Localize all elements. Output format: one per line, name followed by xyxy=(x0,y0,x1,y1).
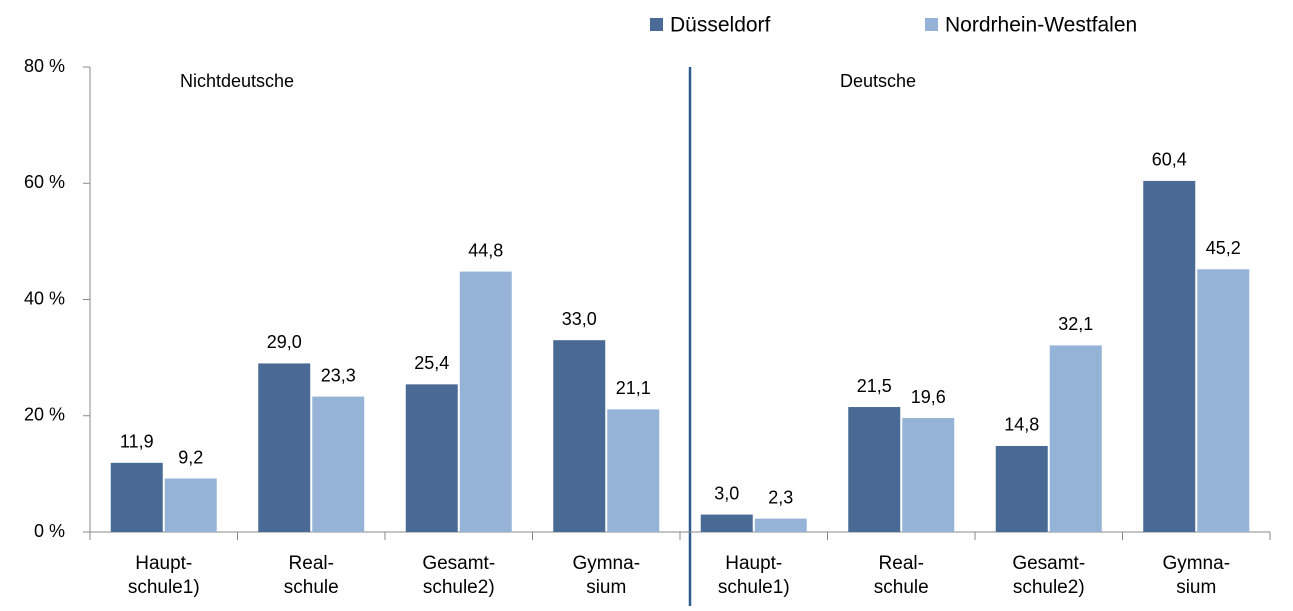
x-tick-label: Real- schule xyxy=(283,553,339,598)
x-tick-label: Gesamt- schule2) xyxy=(422,553,496,598)
legend-label: Nordrhein-Westfalen xyxy=(945,14,1137,37)
data-label: 32,1 xyxy=(1058,314,1093,334)
bar xyxy=(607,409,660,532)
y-tick-label: 40 % xyxy=(24,288,65,308)
data-label: 44,8 xyxy=(468,240,503,260)
y-tick-label: 60 % xyxy=(24,172,65,192)
x-tick-label: Real- schule xyxy=(873,553,929,598)
legend-swatch xyxy=(650,18,663,31)
legend-label: Düsseldorf xyxy=(670,14,771,37)
x-tick-label: Gymna- sium xyxy=(572,553,641,598)
bar xyxy=(258,363,311,532)
bar xyxy=(312,396,365,532)
bar xyxy=(1049,345,1102,532)
group-label: Nichtdeutsche xyxy=(180,71,294,91)
bar xyxy=(164,478,217,532)
bar xyxy=(110,462,163,532)
data-label: 25,4 xyxy=(414,353,449,373)
data-label: 14,8 xyxy=(1004,415,1039,435)
y-tick-label: 0 % xyxy=(34,521,65,541)
data-label: 11,9 xyxy=(120,432,154,452)
data-label: 3,0 xyxy=(714,483,739,503)
data-label: 33,0 xyxy=(562,309,597,329)
data-label: 2,3 xyxy=(768,487,793,507)
x-tick-label: Gesamt- schule2) xyxy=(1012,553,1086,598)
bar xyxy=(405,384,458,532)
bar xyxy=(902,418,955,532)
data-label: 21,1 xyxy=(616,378,651,398)
y-tick-label: 20 % xyxy=(24,405,65,425)
bar xyxy=(848,407,901,532)
bar xyxy=(754,518,807,532)
bar xyxy=(459,271,512,532)
data-label: 21,5 xyxy=(857,376,892,396)
data-label: 60,4 xyxy=(1152,150,1187,170)
data-label: 19,6 xyxy=(911,387,946,407)
bar xyxy=(553,340,606,532)
data-label: 23,3 xyxy=(321,365,356,385)
group-label: Deutsche xyxy=(840,71,916,91)
legend-swatch xyxy=(925,18,938,31)
x-tick-label: Haupt- schule1) xyxy=(717,553,790,598)
data-label: 45,2 xyxy=(1206,238,1241,258)
x-tick-label: Gymna- sium xyxy=(1162,553,1231,598)
bar xyxy=(1143,180,1196,533)
bar xyxy=(995,445,1048,532)
bar xyxy=(1197,269,1250,532)
data-label: 29,0 xyxy=(267,332,302,352)
x-tick-label: Haupt- schule1) xyxy=(127,553,200,598)
y-tick-label: 80 % xyxy=(24,56,65,76)
data-label: 9,2 xyxy=(178,447,203,467)
bar xyxy=(700,514,753,532)
